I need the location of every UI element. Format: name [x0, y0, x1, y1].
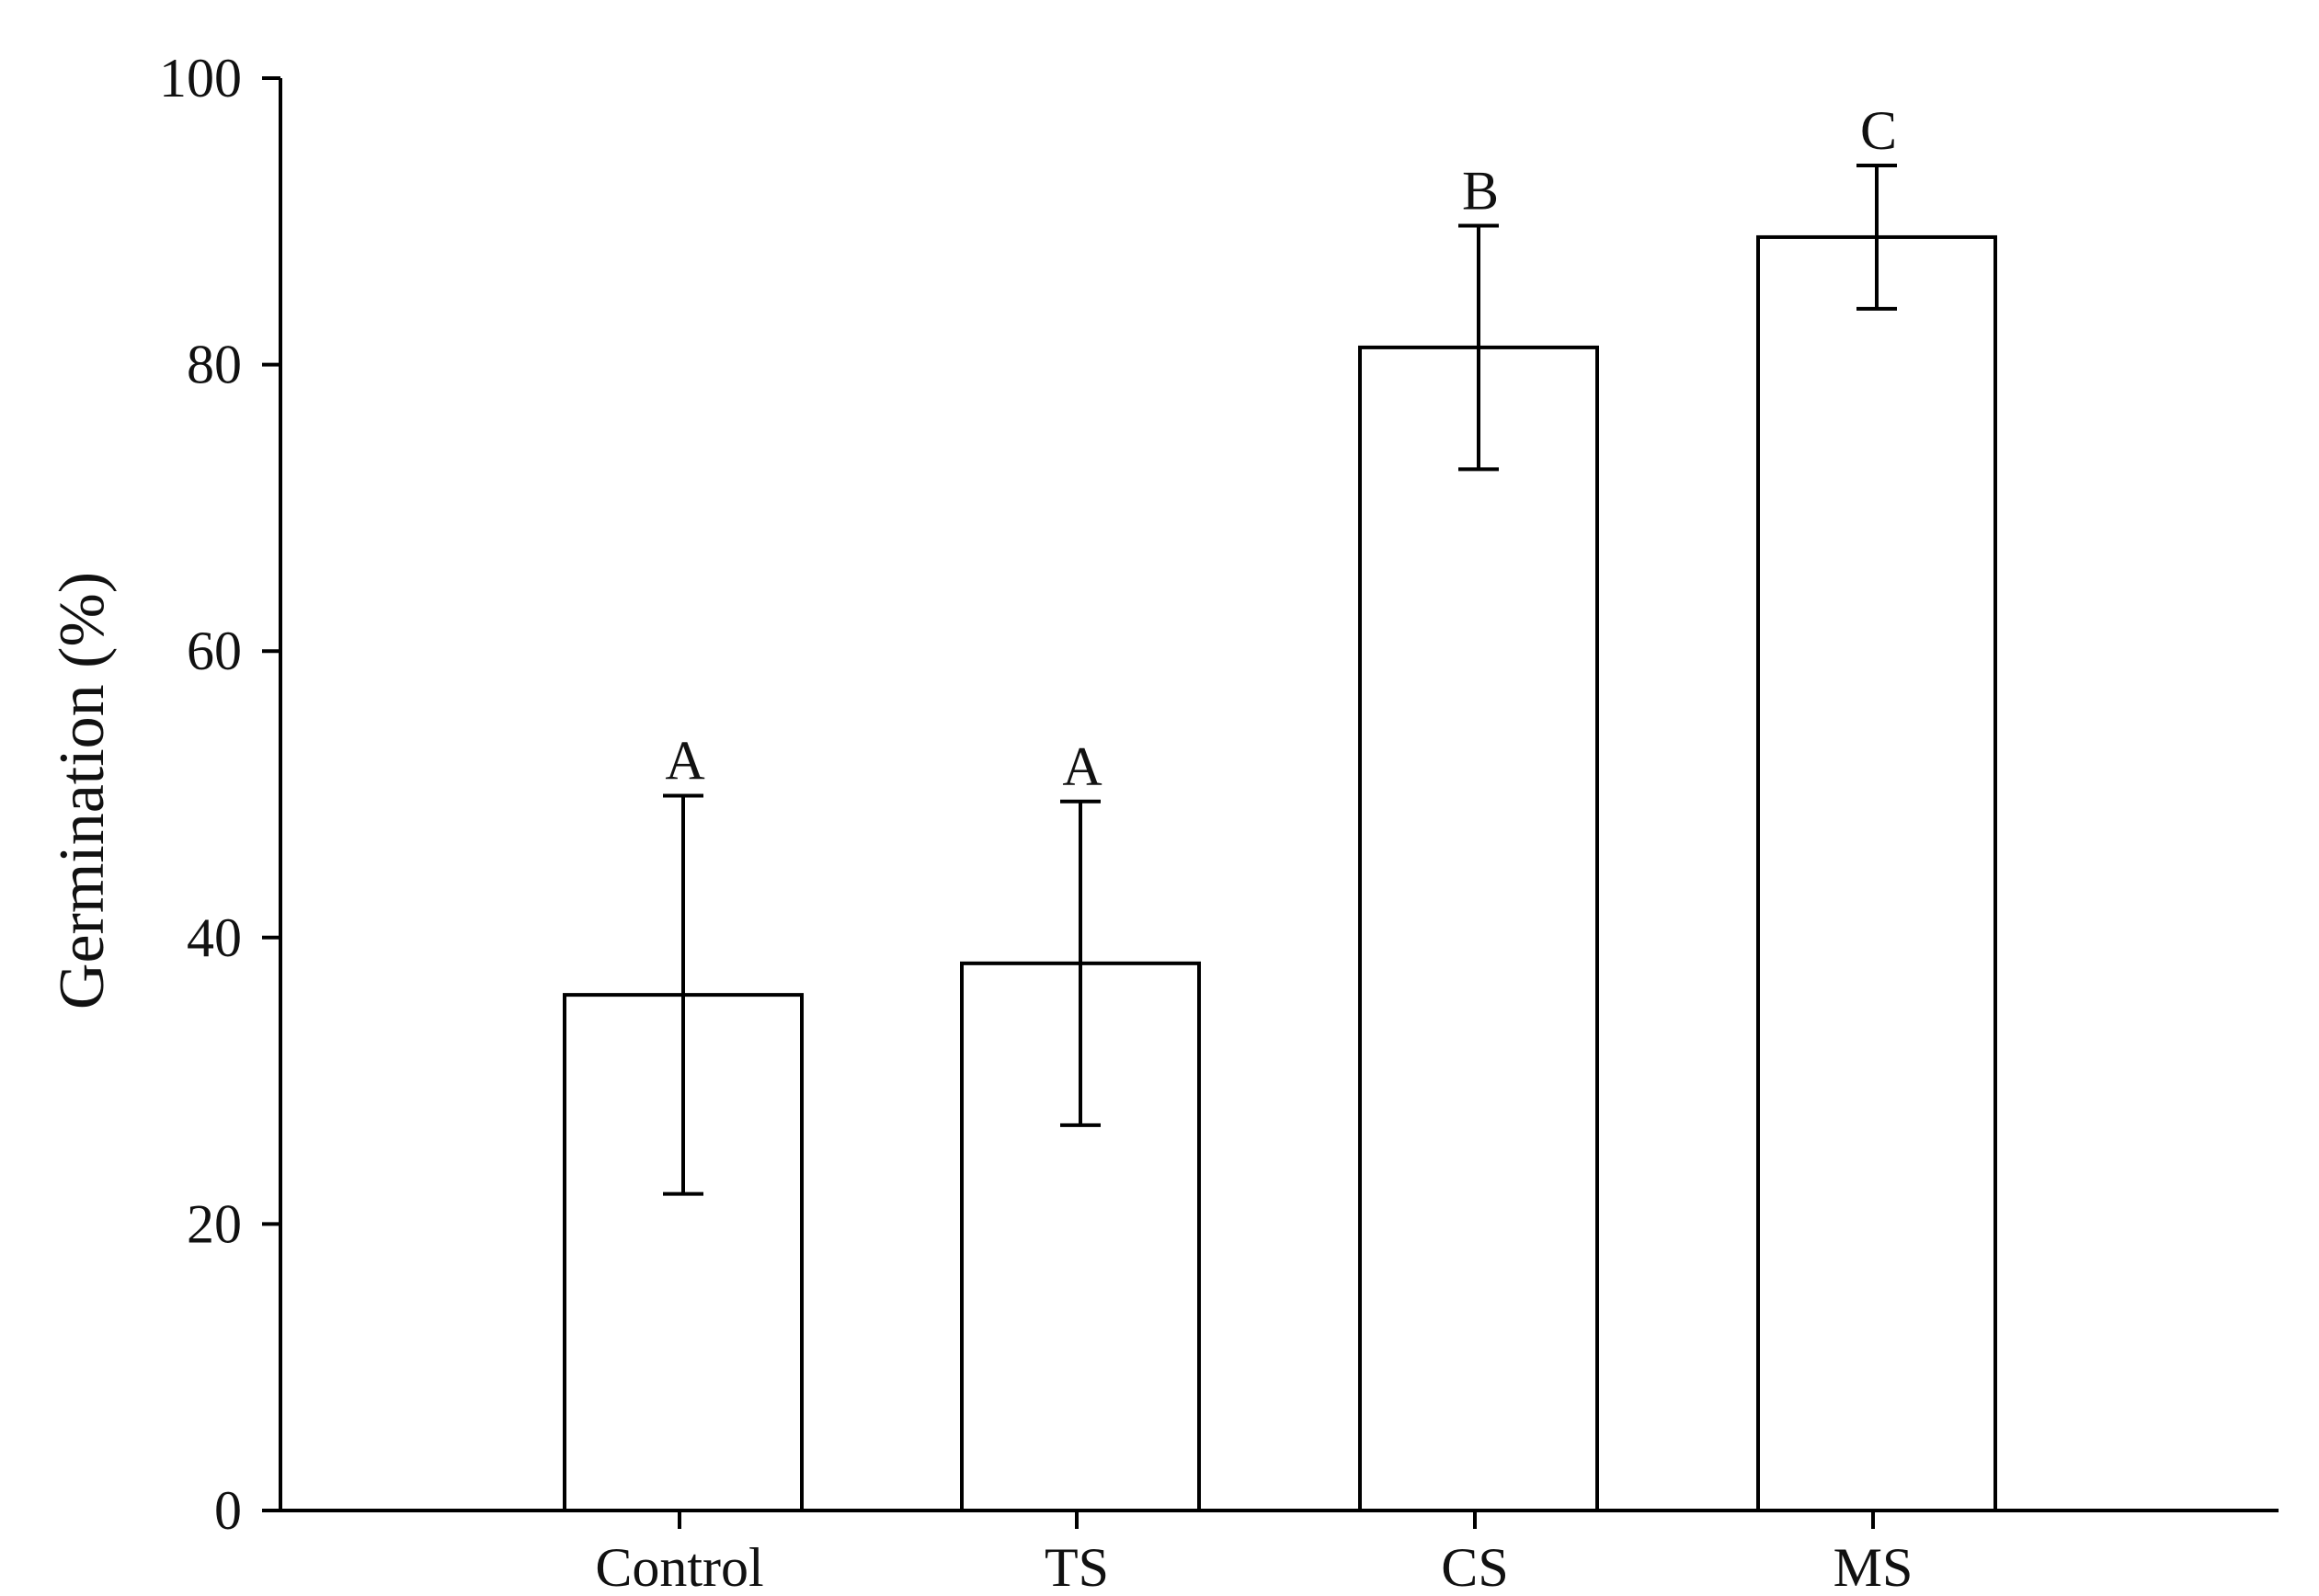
axes	[262, 76, 2279, 1529]
y-tick-label: 20	[187, 1193, 242, 1254]
x-tick-label: MS	[1833, 1537, 1913, 1596]
significance-letter: C	[1860, 100, 1897, 161]
significance-letter: A	[665, 731, 704, 792]
bar-ms	[1756, 234, 1997, 1512]
bars-layer	[563, 234, 1997, 1512]
labels-layer: A Control A TS B CS C MS 0 20 40 60 80 100	[159, 48, 1913, 1596]
x-tick-label: TS	[1045, 1537, 1109, 1596]
x-tick-label: CS	[1441, 1537, 1508, 1596]
y-tick-label: 80	[187, 335, 242, 395]
bar-cs	[1358, 345, 1599, 1512]
y-axis-title: Germination (%)	[47, 572, 118, 1009]
y-tick-label: 60	[187, 621, 242, 681]
y-tick-label: 0	[214, 1480, 242, 1541]
significance-letter: A	[1062, 736, 1102, 797]
y-tick-label: 40	[187, 907, 242, 968]
significance-letter: B	[1462, 160, 1499, 221]
x-tick-label: Control	[595, 1537, 763, 1596]
error-bars-layer	[663, 164, 1897, 1196]
y-tick-label: 100	[159, 48, 242, 108]
